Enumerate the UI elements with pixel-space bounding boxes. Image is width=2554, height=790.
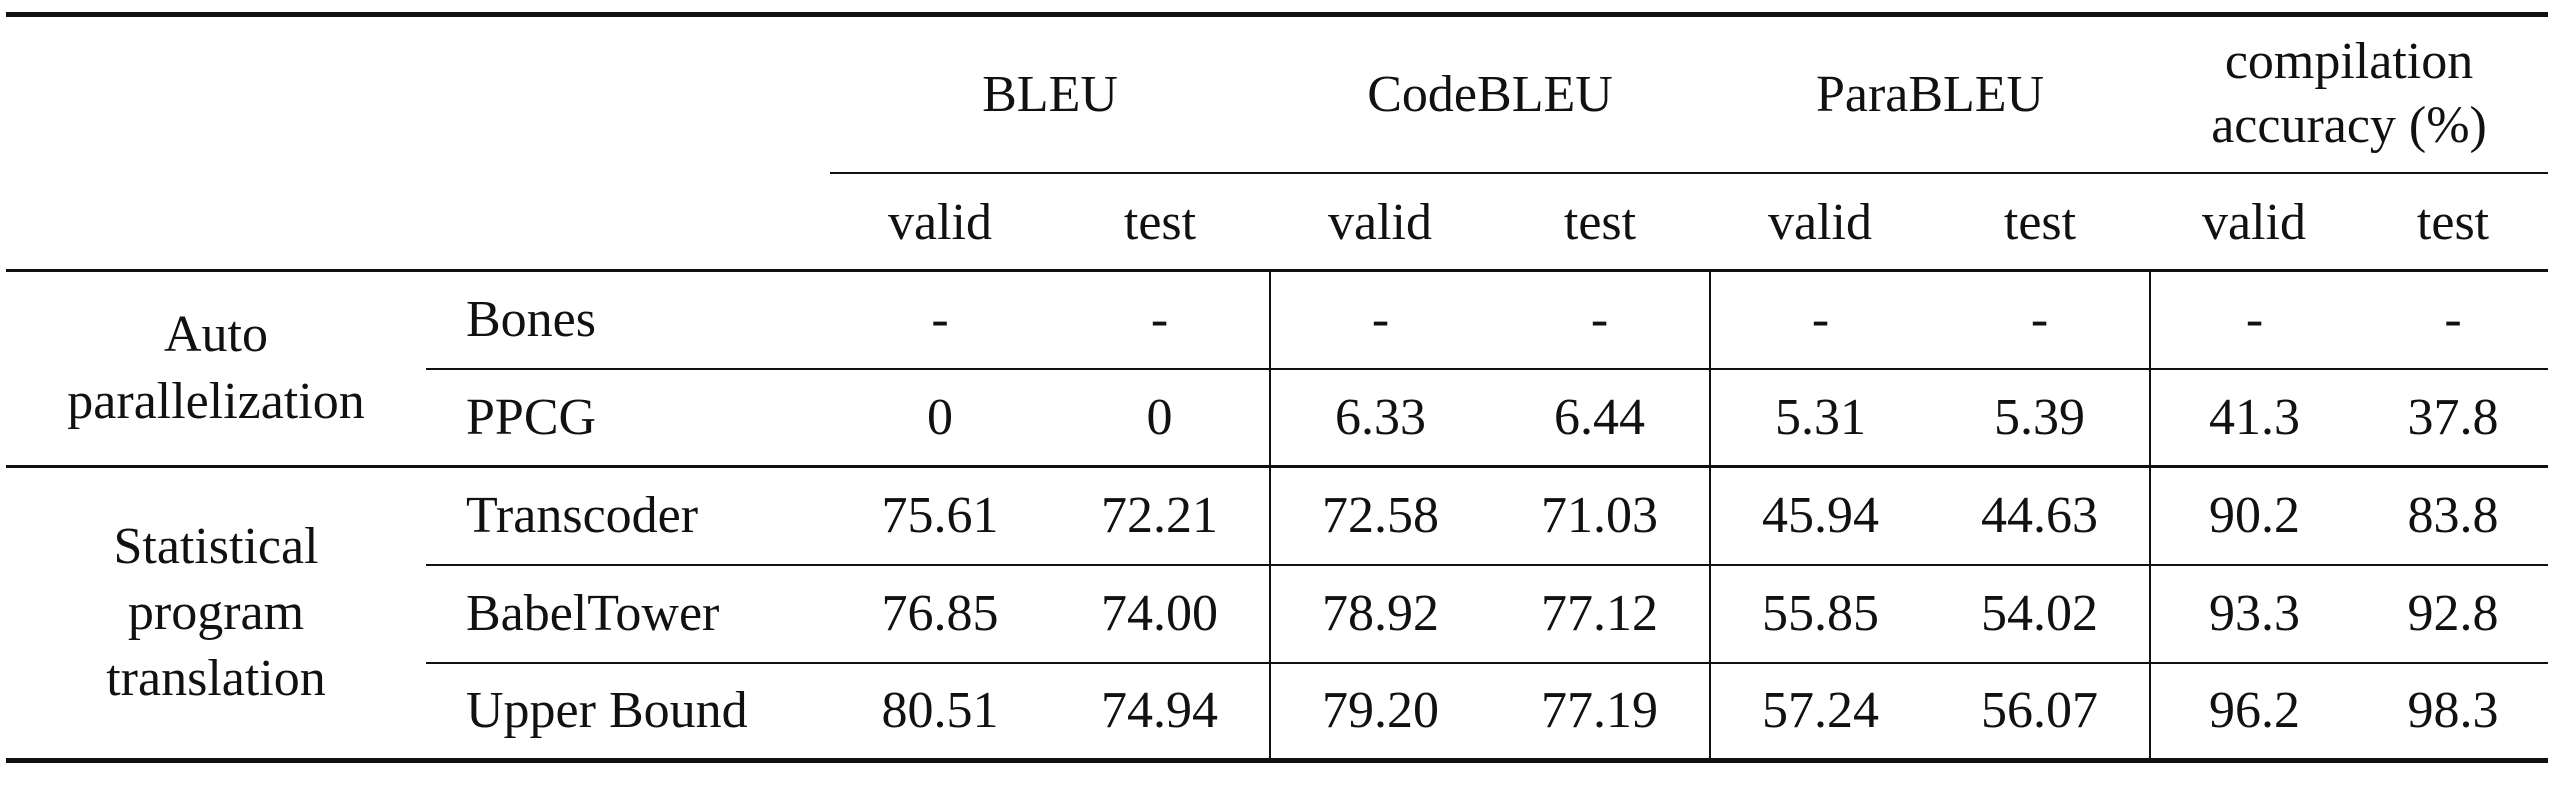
- group-label-line: Auto: [164, 306, 268, 364]
- cell-babeltower-compilation-valid: 93.3: [2149, 563, 2359, 663]
- header-compilation-test: test: [2358, 171, 2549, 271]
- cell-transcoder-bleu-test: 72.21: [1050, 465, 1271, 565]
- cell-bones-compilation-valid: -: [2149, 269, 2359, 369]
- cell-babeltower-codebleu-valid: 78.92: [1269, 563, 1491, 663]
- header-parableu-valid: valid: [1710, 171, 1931, 271]
- header-bleu-valid: valid: [830, 171, 1050, 271]
- method-transcoder: Transcoder: [426, 465, 830, 565]
- cell-bones-codebleu-valid: -: [1269, 269, 1491, 369]
- results-table: BLEU CodeBLEU ParaBLEU compilation accur…: [6, 12, 2549, 763]
- cell-bones-parableu-test: -: [1930, 269, 2151, 369]
- header-codebleu-valid: valid: [1270, 171, 1491, 271]
- cell-babeltower-bleu-valid: 76.85: [830, 563, 1050, 663]
- table-row: Auto parallelization Bones - - - - - - -…: [6, 269, 2549, 467]
- cell-ppcg-bleu-test: 0: [1050, 367, 1271, 467]
- header-parableu-label: ParaBLEU: [1815, 65, 2045, 123]
- cell-transcoder-compilation-valid: 90.2: [2149, 465, 2359, 565]
- cell-transcoder-bleu-valid: 75.61: [830, 465, 1050, 565]
- cell-babeltower-bleu-test: 74.00: [1050, 563, 1271, 663]
- header-bleu-label: BLEU: [982, 65, 1118, 123]
- cell-upper-bound-parableu-valid: 57.24: [1709, 661, 1931, 763]
- header-parableu-test: test: [1930, 171, 2151, 271]
- cell-ppcg-codebleu-valid: 6.33: [1269, 367, 1491, 467]
- cell-upper-bound-parableu-test: 56.07: [1930, 661, 2151, 763]
- cell-ppcg-compilation-valid: 41.3: [2149, 367, 2359, 467]
- table-row: Upper Bound 80.51 74.94 79.20 77.19 57.2…: [6, 661, 2549, 763]
- method-ppcg: PPCG: [426, 367, 830, 467]
- cell-transcoder-parableu-test: 44.63: [1930, 465, 2151, 565]
- header-empty-cell: [6, 173, 426, 271]
- cell-upper-bound-codebleu-valid: 79.20: [1269, 661, 1491, 763]
- group-label-line: translation: [106, 650, 326, 708]
- header-parableu: ParaBLEU: [1710, 12, 2151, 173]
- header-empty-cell: [426, 173, 830, 271]
- cell-transcoder-codebleu-test: 71.03: [1490, 465, 1711, 565]
- cell-bones-compilation-test: -: [2358, 269, 2549, 369]
- header-empty-cell: [426, 12, 830, 173]
- cell-babeltower-parableu-valid: 55.85: [1709, 563, 1931, 663]
- cell-upper-bound-bleu-test: 74.94: [1050, 661, 1271, 763]
- method-upper-bound: Upper Bound: [426, 661, 830, 763]
- group-label-auto-parallelization: Auto parallelization: [6, 269, 426, 467]
- group-label-statistical-program-translation: Statistical program translation: [6, 465, 426, 763]
- cell-upper-bound-compilation-valid: 96.2: [2149, 661, 2359, 763]
- header-codebleu-test: test: [1490, 171, 1711, 271]
- table-row: PPCG 0 0 6.33 6.44 5.31 5.39 41.3 37.8: [6, 367, 2549, 467]
- header-compilation-line2: accuracy (%): [2211, 97, 2487, 155]
- group-label-line: program: [127, 583, 305, 641]
- header-compilation-line1: compilation: [2224, 33, 2474, 91]
- header-compilation-accuracy: compilation accuracy (%): [2150, 12, 2549, 173]
- header-split-row: valid test valid test valid test valid t…: [6, 171, 2549, 271]
- header-codebleu: CodeBLEU: [1270, 12, 1711, 173]
- table-row: Statistical program translation Transcod…: [6, 465, 2549, 763]
- header-empty-cell: [6, 12, 426, 173]
- cell-upper-bound-compilation-test: 98.3: [2358, 661, 2549, 763]
- cell-transcoder-codebleu-valid: 72.58: [1269, 465, 1491, 565]
- cell-upper-bound-codebleu-test: 77.19: [1490, 661, 1711, 763]
- cell-ppcg-codebleu-test: 6.44: [1490, 367, 1711, 467]
- group-label-line: Statistical: [113, 517, 319, 575]
- cell-ppcg-parableu-valid: 5.31: [1709, 367, 1931, 467]
- header-codebleu-label: CodeBLEU: [1367, 65, 1613, 123]
- cell-bones-bleu-valid: -: [830, 269, 1050, 369]
- group-label-line: parallelization: [67, 372, 365, 430]
- cell-transcoder-compilation-test: 83.8: [2358, 465, 2549, 565]
- cell-transcoder-parableu-valid: 45.94: [1709, 465, 1931, 565]
- table-row: BabelTower 76.85 74.00 78.92 77.12 55.85…: [6, 563, 2549, 663]
- cell-bones-codebleu-test: -: [1490, 269, 1711, 369]
- table-body: Auto parallelization Bones - - - - - - -…: [6, 269, 2549, 763]
- cell-babeltower-codebleu-test: 77.12: [1490, 563, 1711, 663]
- cell-babeltower-parableu-test: 54.02: [1930, 563, 2151, 663]
- method-babeltower: BabelTower: [426, 563, 830, 663]
- cell-bones-bleu-test: -: [1050, 269, 1271, 369]
- table-header: BLEU CodeBLEU ParaBLEU compilation accur…: [6, 12, 2549, 271]
- header-compilation-valid: valid: [2150, 171, 2359, 271]
- cell-upper-bound-bleu-valid: 80.51: [830, 661, 1050, 763]
- header-bleu: BLEU: [830, 12, 1271, 173]
- cell-ppcg-compilation-test: 37.8: [2358, 367, 2549, 467]
- method-bones: Bones: [426, 269, 830, 369]
- cell-bones-parableu-valid: -: [1709, 269, 1931, 369]
- cell-ppcg-bleu-valid: 0: [830, 367, 1050, 467]
- cell-babeltower-compilation-test: 92.8: [2358, 563, 2549, 663]
- header-metric-row: BLEU CodeBLEU ParaBLEU compilation accur…: [6, 12, 2549, 173]
- header-bleu-test: test: [1050, 171, 1271, 271]
- cell-ppcg-parableu-test: 5.39: [1930, 367, 2151, 467]
